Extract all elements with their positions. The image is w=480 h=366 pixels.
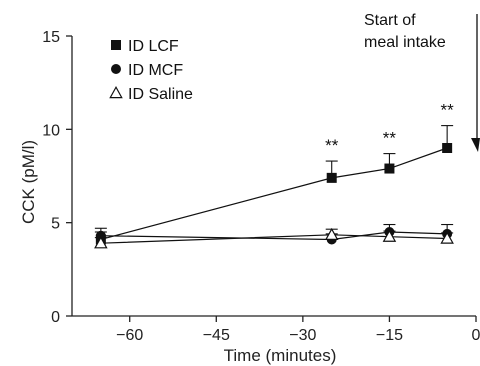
data-point xyxy=(94,236,108,249)
legend-item: ID LCF xyxy=(111,38,179,55)
legend-item: ID MCF xyxy=(111,62,183,79)
data-point xyxy=(440,231,454,244)
x-tick-label: −45 xyxy=(203,327,230,344)
legend: ID LCF ID MCF ID Saline xyxy=(109,38,193,103)
x-axis-title: Time (minutes) xyxy=(224,346,337,365)
x-tick-label: 0 xyxy=(472,327,480,344)
legend-label: ID LCF xyxy=(128,38,179,55)
legend-marker xyxy=(111,40,121,50)
series-id-saline xyxy=(94,227,454,249)
series-id-lcf xyxy=(94,125,454,245)
y-axis-title: CCK (pM/l) xyxy=(19,140,38,224)
axes: 0 5 10 15 −60 −45 −30 −15 0 Time (minutes) CCK (pM… xyxy=(19,29,480,365)
data-point xyxy=(384,163,395,174)
y-tick-label: 0 xyxy=(51,309,60,326)
series-line xyxy=(100,234,448,244)
significance-mark: ** xyxy=(383,129,397,148)
y-tick-label: 5 xyxy=(51,216,60,233)
meal-start-arrow-head xyxy=(471,138,480,152)
data-point xyxy=(442,143,453,153)
data-point xyxy=(95,230,106,241)
legend-label: ID Saline xyxy=(128,86,193,103)
series-layer: ** ** ** xyxy=(94,101,455,249)
legend-marker xyxy=(109,86,123,99)
annotation-line-2: meal intake xyxy=(364,34,446,51)
legend-item: ID Saline xyxy=(109,86,193,103)
data-point xyxy=(324,227,339,240)
annotation-line-1: Start of xyxy=(364,12,416,29)
x-tick-label: −30 xyxy=(289,327,316,344)
series-line xyxy=(100,231,448,241)
data-point xyxy=(326,172,337,183)
legend-label: ID MCF xyxy=(128,62,183,79)
data-point xyxy=(382,229,397,242)
x-tick-label: −15 xyxy=(376,327,403,344)
significance-mark: ** xyxy=(441,101,455,120)
series-line xyxy=(100,147,448,241)
annotation: Start of meal intake xyxy=(364,12,480,152)
legend-marker xyxy=(111,64,121,74)
x-tick-label: −60 xyxy=(116,327,143,344)
significance-mark: ** xyxy=(325,136,339,155)
y-tick-label: 10 xyxy=(42,122,60,139)
y-tick-label: 15 xyxy=(42,29,60,46)
